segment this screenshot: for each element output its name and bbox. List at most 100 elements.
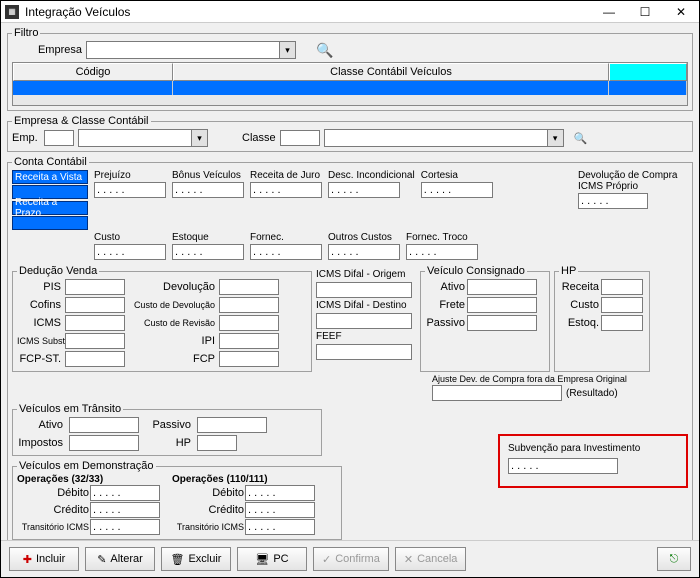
d1-ti-input[interactable] <box>90 519 160 535</box>
incluir-button[interactable]: ✚Incluir <box>9 547 79 571</box>
classe-search-icon[interactable]: 🔍 <box>574 132 588 145</box>
classe-code-input[interactable] <box>280 130 320 146</box>
alterar-button[interactable]: ✎Alterar <box>85 547 155 571</box>
filtro-grid[interactable]: Código Classe Contábil Veículos <box>12 62 688 106</box>
transito-legend: Veículos em Trânsito <box>17 403 123 415</box>
plus-icon: ✚ <box>23 553 32 566</box>
ipi-input[interactable] <box>219 333 279 349</box>
c-passivo-input[interactable] <box>467 315 537 331</box>
exit-icon: ⎋ <box>670 553 679 566</box>
fornec-input[interactable] <box>250 244 322 260</box>
emp-label: Emp. <box>12 132 40 144</box>
hp-estoq-input[interactable] <box>601 315 643 331</box>
empresa-label: Empresa <box>12 44 82 56</box>
d1-cre-input[interactable] <box>90 502 160 518</box>
pis-input[interactable] <box>65 279 125 295</box>
desc-label: Desc. Incondicional <box>328 170 415 181</box>
prejuizo-input[interactable] <box>94 182 166 198</box>
difald-input[interactable] <box>316 313 412 329</box>
d1-deb-input[interactable] <box>90 485 160 501</box>
classe-combo[interactable]: ▾ <box>324 129 564 147</box>
emp-combo[interactable]: ▾ <box>78 129 208 147</box>
dev-input[interactable] <box>219 279 279 295</box>
subvencao-input[interactable] <box>508 458 618 474</box>
conta-contabil-group: Conta Contábil Receita a Vista . Receita… <box>7 156 693 540</box>
bonus-label: Bônus Veículos <box>172 170 244 181</box>
outros-input[interactable] <box>328 244 400 260</box>
filtro-group: Filtro Empresa ▾ 🔍 Código Classe Contábi… <box>7 27 693 111</box>
d2-cre-input[interactable] <box>245 502 315 518</box>
cofins-input[interactable] <box>65 297 125 313</box>
pis-label: PIS <box>17 281 61 293</box>
estoque-input[interactable] <box>172 244 244 260</box>
d2-deb-input[interactable] <box>245 485 315 501</box>
c-ativo-input[interactable] <box>467 279 537 295</box>
c-ativo-label: Ativo <box>425 281 465 293</box>
icmssubst-input[interactable] <box>65 333 125 349</box>
custodev-label: Custo de Devolução <box>129 300 215 310</box>
fcp-input[interactable] <box>219 351 279 367</box>
button-bar: ✚Incluir ✎Alterar 🗑Excluir 🖥PC ✓Confirma… <box>1 540 699 577</box>
d1-deb-label: Débito <box>17 487 89 499</box>
fcp-label: FCP <box>129 353 215 365</box>
col-classe[interactable]: Classe Contábil Veículos <box>173 63 609 81</box>
icms-label: ICMS <box>17 317 61 329</box>
excluir-button[interactable]: 🗑Excluir <box>161 547 231 571</box>
hp-receita-input[interactable] <box>601 279 643 295</box>
grid-cell[interactable] <box>13 81 173 95</box>
difald-label: ICMS Difal - Destino <box>316 300 416 311</box>
troco-input[interactable] <box>406 244 478 260</box>
search-icon[interactable]: 🔍 <box>316 42 333 59</box>
difalo-input[interactable] <box>316 282 412 298</box>
c-frete-input[interactable] <box>467 297 537 313</box>
t-passivo-input[interactable] <box>197 417 267 433</box>
grid-cell[interactable] <box>609 81 687 95</box>
d2-cre-label: Crédito <box>172 504 244 516</box>
cancela-button[interactable]: ✕Cancela <box>395 547 467 571</box>
maximize-button[interactable]: ☐ <box>631 3 659 21</box>
col-codigo[interactable]: Código <box>13 63 173 81</box>
d1-ti-label: Transitório ICMS <box>17 522 89 532</box>
c-passivo-label: Passivo <box>425 317 465 329</box>
pc-button[interactable]: 🖥PC <box>237 547 307 571</box>
col-extra[interactable] <box>609 63 687 81</box>
desc-input[interactable] <box>328 182 400 198</box>
custodev-input[interactable] <box>219 297 279 313</box>
t-impostos-input[interactable] <box>69 435 139 451</box>
custorev-label: Custo de Revisão <box>129 318 215 328</box>
juro-input[interactable] <box>250 182 322 198</box>
minimize-button[interactable]: — <box>595 3 623 21</box>
confirma-button[interactable]: ✓Confirma <box>313 547 389 571</box>
app-window: ▦ Integração Veículos — ☐ ✕ Filtro Empre… <box>0 0 700 578</box>
cortesia-input[interactable] <box>421 182 493 198</box>
feef-label: FEEF <box>316 331 416 342</box>
d2-ti-label: Transitório ICMS <box>172 522 244 532</box>
custorev-input[interactable] <box>219 315 279 331</box>
d1-cre-label: Crédito <box>17 504 89 516</box>
bonus-input[interactable] <box>172 182 244 198</box>
empresa-combo[interactable]: ▾ <box>86 41 296 59</box>
fcpst-input[interactable] <box>65 351 125 367</box>
icms-input[interactable] <box>65 315 125 331</box>
t-hp-input[interactable] <box>197 435 237 451</box>
hp-custo-input[interactable] <box>601 297 643 313</box>
app-icon: ▦ <box>5 5 19 19</box>
hp-receita-label: Receita <box>559 281 599 293</box>
estoque-label: Estoque <box>172 232 244 243</box>
devcompra-input[interactable] <box>578 193 648 209</box>
hp-estoq-label: Estoq. <box>559 317 599 329</box>
d2-ti-input[interactable] <box>245 519 315 535</box>
t-ativo-input[interactable] <box>69 417 139 433</box>
grid-cell[interactable] <box>173 81 609 95</box>
close-button[interactable]: ✕ <box>667 3 695 21</box>
deducao-group: Dedução Venda PIS Devolução Cofins Custo… <box>12 265 312 372</box>
c-frete-label: Frete <box>425 299 465 311</box>
feef-input[interactable] <box>316 344 412 360</box>
outros-label: Outros Custos <box>328 232 400 243</box>
titlebar: ▦ Integração Veículos — ☐ ✕ <box>1 1 699 23</box>
custo-input[interactable] <box>94 244 166 260</box>
emp-code-input[interactable] <box>44 130 74 146</box>
empresa-classe-group: Empresa & Classe Contábil Emp. ▾ Classe … <box>7 115 693 152</box>
ajuste-input[interactable] <box>432 385 562 401</box>
exit-button[interactable]: ⎋ <box>657 547 691 571</box>
